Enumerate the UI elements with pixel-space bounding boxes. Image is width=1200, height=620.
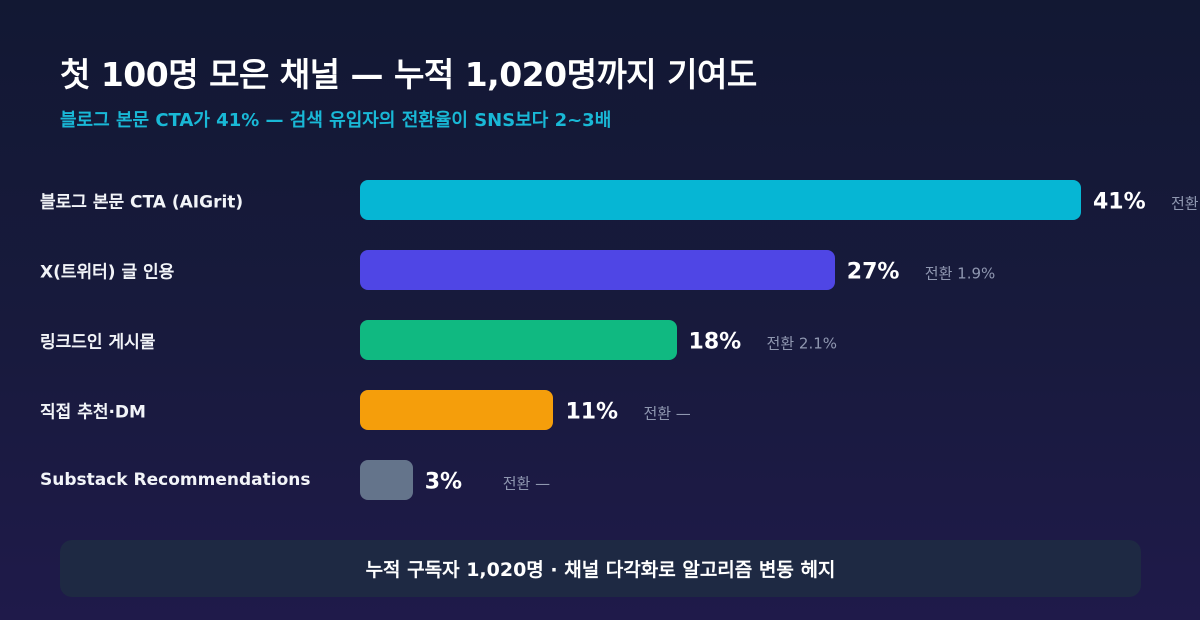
- footer-banner: 누적 구독자 1,020명 · 채널 다각화로 알고리즘 변동 헤지: [60, 540, 1141, 597]
- bar: [360, 390, 554, 430]
- category-label: 직접 추천·DM: [40, 402, 146, 423]
- value-label: 3%: [424, 469, 463, 495]
- category-label: X(트위터) 글 인용: [40, 262, 175, 283]
- category-label: 블로그 본문 CTA (AIGrit): [40, 192, 244, 213]
- conversion-label: 전환: [1171, 194, 1199, 213]
- conversion-label: 전환 1.9%: [924, 264, 996, 283]
- bar: [360, 460, 413, 500]
- bar: [360, 180, 1081, 220]
- value-label: 27%: [846, 259, 900, 285]
- value-label: 41%: [1093, 189, 1146, 215]
- footer-text: 누적 구독자 1,020명 · 채널 다각화로 알고리즘 변동 헤지: [365, 559, 836, 581]
- bar: [360, 250, 835, 290]
- bar: [360, 320, 677, 360]
- category-label: Substack Recommendations: [40, 470, 311, 490]
- conversion-label: 전환 2.1%: [766, 334, 838, 353]
- value-label: 18%: [688, 329, 742, 355]
- conversion-label: 전환 —: [502, 474, 551, 493]
- value-label: 11%: [565, 399, 619, 425]
- chart-subtitle: 블로그 본문 CTA가 41% — 검색 유입자의 전환율이 SNS보다 2~3…: [60, 110, 612, 131]
- category-label: 링크드인 게시물: [40, 332, 156, 353]
- chart-title: 첫 100명 모은 채널 — 누적 1,020명까지 기여도: [60, 55, 757, 94]
- conversion-label: 전환 —: [643, 404, 691, 423]
